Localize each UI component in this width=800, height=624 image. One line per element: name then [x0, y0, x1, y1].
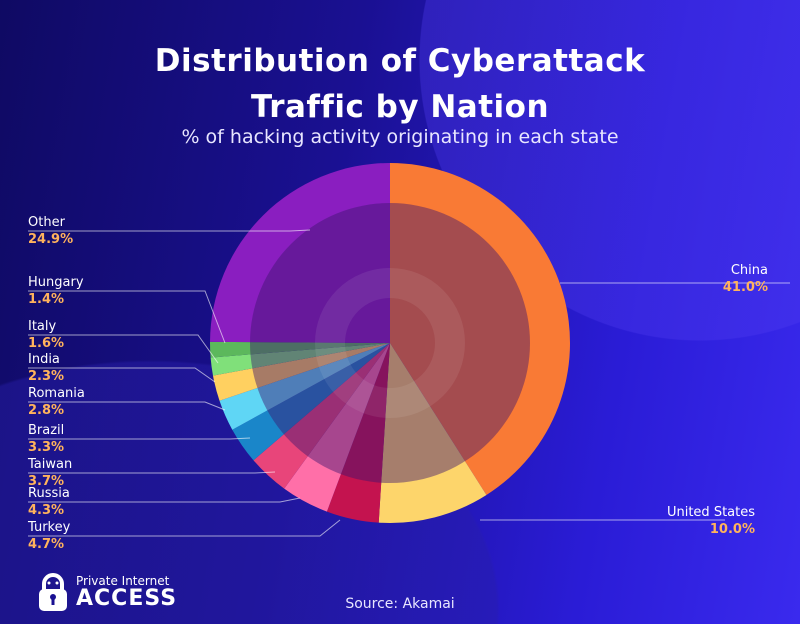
leader-line [28, 519, 341, 537]
logo-line-2: ACCESS [76, 586, 178, 611]
slice-value: 4.7% [28, 537, 65, 552]
leader-line [28, 290, 226, 344]
data-label: Hungary 1.4% [28, 274, 84, 308]
slice-label: Hungary [28, 275, 84, 290]
leader-line [28, 229, 311, 232]
slice-value: 24.9% [28, 232, 74, 247]
pie-slice-united-states [378, 343, 487, 523]
title-line-2: Traffic by Nation [250, 89, 550, 125]
slice-label: Turkey [28, 520, 71, 535]
slice-value: 1.6% [28, 336, 65, 351]
pie-slice-china [390, 163, 571, 495]
data-label: Taiwan 3.7% [28, 456, 72, 490]
leader-line [28, 437, 251, 440]
data-label: Romania 2.8% [28, 385, 85, 419]
data-label: Other 24.9% [28, 214, 73, 248]
chart-subtitle: % of hacking activity originating in eac… [181, 126, 619, 148]
pie-slice-other [210, 163, 390, 343]
data-label: Italy 1.6% [28, 318, 64, 352]
slice-label: Russia [28, 486, 70, 501]
source-note: Source: Akamai [345, 596, 455, 612]
chart-title: Distribution of Cyberattack Traffic by N… [0, 38, 800, 130]
data-label: Turkey 4.7% [28, 519, 70, 553]
gear-icon [315, 268, 465, 418]
slice-label: Taiwan [28, 457, 73, 472]
logo-line-1: Private Internet [76, 574, 170, 588]
pie-slice-italy [210, 343, 390, 376]
slice-label: Other [28, 215, 65, 230]
slice-label: Italy [28, 319, 57, 334]
slice-value: 2.3% [28, 369, 65, 384]
pie-slice-romania [219, 343, 390, 430]
data-label: Russia 4.3% [28, 485, 70, 519]
inner-overlay [250, 203, 530, 483]
pie-slice-taiwan [253, 343, 390, 489]
leader-line [28, 334, 219, 364]
slice-value: 3.3% [28, 440, 65, 455]
slice-value: 4.3% [28, 503, 65, 518]
leader-line [28, 471, 276, 474]
slice-value: 1.4% [28, 292, 65, 307]
pie-slice-brazil [232, 343, 390, 461]
pie-slice-russia [284, 343, 390, 512]
pia-logo: Private Internet ACCESS [38, 572, 177, 612]
data-label: Brazil 3.3% [28, 422, 64, 456]
pie-slice-india [212, 343, 390, 401]
slice-value: 3.7% [28, 474, 65, 489]
slice-label: India [28, 352, 60, 367]
data-label: China 41.0% [723, 262, 768, 296]
slice-value: 10.0% [709, 522, 755, 537]
slice-value: 2.8% [28, 403, 65, 418]
title-line-1: Distribution of Cyberattack [154, 43, 646, 79]
data-label: United States 10.0% [667, 504, 755, 538]
pie-slice-hungary [210, 341, 390, 358]
slice-label: Brazil [28, 423, 65, 438]
leader-line [28, 367, 216, 383]
leader-line [28, 401, 226, 411]
pie-slice-turkey [326, 343, 390, 523]
slice-label: Romania [28, 386, 85, 401]
slice-label: China [730, 263, 768, 278]
slice-value: 41.0% [722, 280, 768, 295]
lock-robot-icon [39, 573, 67, 611]
slice-label: United States [666, 505, 755, 520]
data-label: India 2.3% [28, 351, 64, 385]
leader-line [28, 497, 301, 503]
